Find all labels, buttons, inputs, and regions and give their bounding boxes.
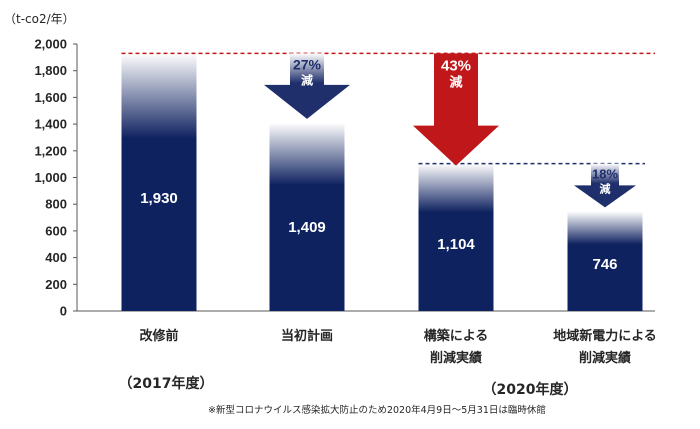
y-axis-ticks: 0 200 400 600 800 1,000 1,200 1,400 1,600 1,800 2,… <box>34 37 77 319</box>
reference-lines <box>121 52 655 165</box>
y-tick-label: 0 <box>60 304 67 319</box>
y-tick-label: 1,800 <box>34 63 67 78</box>
period-label-2017: （2017年度） <box>119 375 214 392</box>
category-label: 当初計画 <box>281 328 333 344</box>
y-tick-label: 1,400 <box>34 117 67 132</box>
value-labels: 1,930 1,409 1,104 746 <box>140 190 617 273</box>
y-tick-label: 2,000 <box>34 37 67 52</box>
down-arrow-icon <box>264 53 350 119</box>
bars <box>121 53 643 311</box>
category-label: 削減実績 <box>430 350 482 366</box>
bar <box>121 53 197 311</box>
y-axis-unit: （t-co2/年） <box>4 12 75 26</box>
category-label: 削減実績 <box>579 350 631 366</box>
down-arrow-icon <box>413 53 499 166</box>
y-tick-label: 1,200 <box>34 143 67 158</box>
footnote: ※新型コロナウイルス感染拡大防止のため2020年4月9日～5月31日は臨時休館 <box>208 404 546 416</box>
period-label-2020: （2020年度） <box>483 381 578 398</box>
bar <box>418 163 494 311</box>
reduction-percent: 43% <box>441 57 471 74</box>
value-label: 1,104 <box>437 236 475 253</box>
y-tick-label: 1,600 <box>34 90 67 105</box>
y-tick-label: 800 <box>45 197 67 212</box>
value-label: 1,409 <box>288 219 326 236</box>
value-label: 746 <box>592 256 617 273</box>
reduction-percent: 27% <box>293 56 322 72</box>
bar <box>567 211 643 311</box>
y-tick-label: 600 <box>45 223 67 238</box>
category-label: 改修前 <box>139 328 178 344</box>
reduction-kanji: 減 <box>301 72 313 87</box>
reduction-kanji: 減 <box>449 74 462 90</box>
value-label: 1,930 <box>140 190 178 207</box>
category-label: 地域新電力による <box>553 328 657 344</box>
y-tick-label: 200 <box>45 277 67 292</box>
y-tick-label: 1,000 <box>34 170 67 185</box>
reduction-kanji: 減 <box>600 182 611 196</box>
y-tick-label: 400 <box>45 250 67 265</box>
category-label: 構築による <box>424 328 489 344</box>
bar <box>269 122 345 311</box>
down-arrow-icon <box>574 163 636 208</box>
reduction-percent: 18% <box>592 167 618 182</box>
reduction-arrows: 27%減43%減18%減 <box>264 53 636 208</box>
